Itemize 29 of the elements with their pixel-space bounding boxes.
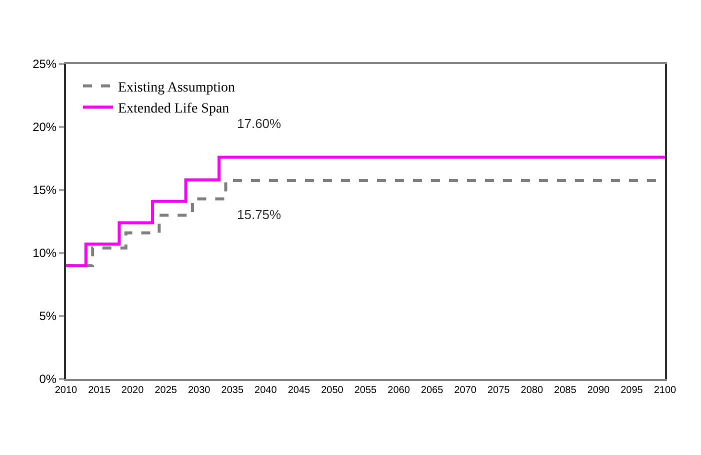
x-tick-label: 2070: [454, 385, 477, 396]
x-tick-label: 2100: [654, 385, 677, 396]
x-tick-label: 2030: [188, 385, 211, 396]
y-tick-label: 15%: [32, 183, 57, 198]
y-tick-label: 20%: [32, 120, 57, 134]
x-tick-label: 2020: [121, 385, 144, 396]
x-tick-label: 2085: [554, 385, 577, 396]
annotation: 15.75%: [237, 207, 282, 222]
legend-label: Extended Life Span: [118, 102, 230, 117]
y-tick-label: 25%: [32, 57, 57, 72]
y-tick-label: 0%: [39, 372, 57, 386]
annotation: 17.60%: [237, 116, 282, 131]
x-tick-label: 2055: [354, 385, 378, 396]
x-tick-label: 2060: [388, 385, 410, 396]
x-tick-label: 2045: [288, 385, 310, 396]
x-tick-label: 2095: [620, 385, 644, 396]
x-tick-label: 2035: [221, 385, 244, 396]
x-tick-label: 2010: [54, 385, 78, 396]
x-tick-label: 2050: [321, 385, 344, 396]
x-tick-label: 2090: [587, 385, 610, 396]
x-tick-label: 2080: [520, 385, 544, 396]
y-tick-label: 5%: [39, 309, 57, 324]
y-tick-label: 10%: [32, 246, 57, 260]
x-tick-label: 2075: [487, 385, 510, 396]
x-tick-label: 2015: [88, 385, 111, 396]
x-tick-label: 2025: [154, 385, 178, 396]
x-tick-label: 2065: [420, 385, 444, 396]
legend-label: Existing Assumption: [118, 80, 236, 96]
x-tick-label: 2040: [254, 385, 278, 396]
